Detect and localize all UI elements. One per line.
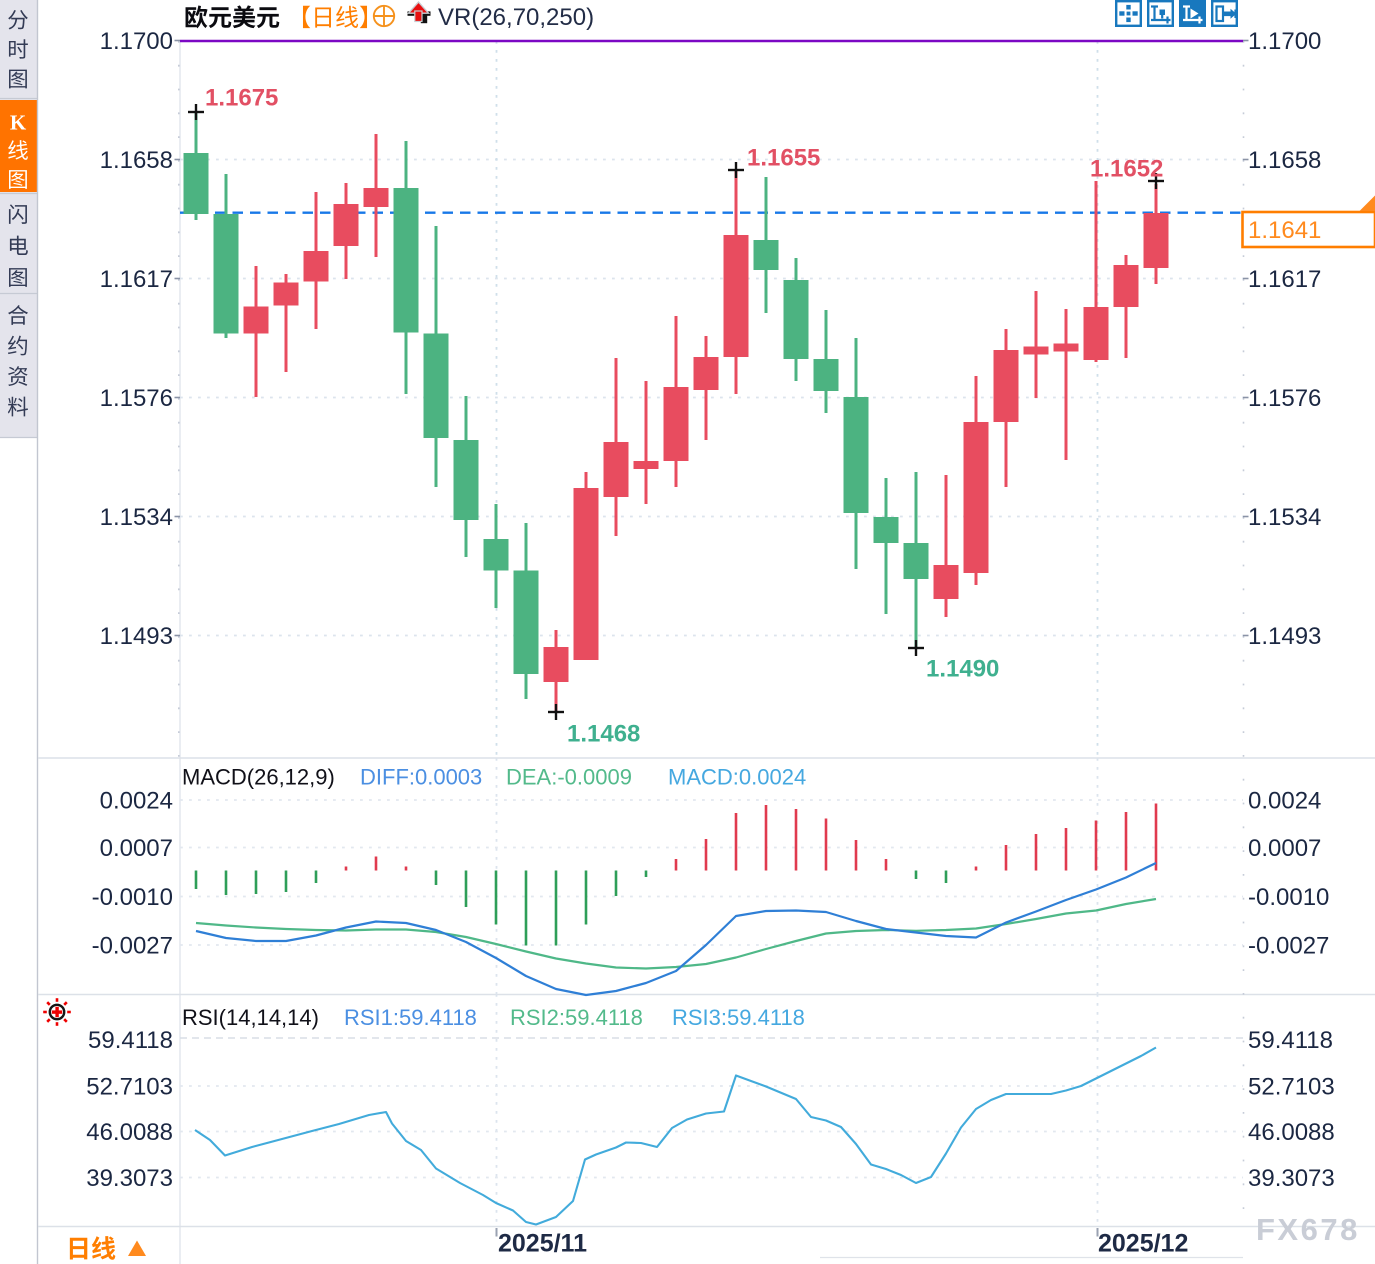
- svg-text:DIFF:0.0003: DIFF:0.0003: [360, 765, 482, 790]
- svg-text:RSI3:59.4118: RSI3:59.4118: [672, 1005, 805, 1030]
- svg-text:K: K: [10, 111, 27, 135]
- svg-text:39.3073: 39.3073: [86, 1165, 173, 1192]
- svg-text:-0.0027: -0.0027: [1248, 933, 1329, 960]
- svg-text:2025/11: 2025/11: [498, 1230, 587, 1258]
- svg-text:1.1658: 1.1658: [1248, 147, 1321, 174]
- svg-text:39.3073: 39.3073: [1248, 1165, 1335, 1192]
- svg-text:DEA:-0.0009: DEA:-0.0009: [506, 765, 632, 790]
- svg-text:1.1534: 1.1534: [100, 504, 173, 531]
- svg-text:RSI(14,14,14): RSI(14,14,14): [182, 1005, 319, 1030]
- svg-text:46.0088: 46.0088: [86, 1119, 173, 1146]
- svg-text:59.4118: 59.4118: [1248, 1027, 1333, 1054]
- svg-text:1.1490: 1.1490: [926, 656, 999, 683]
- svg-text:1.1493: 1.1493: [1248, 623, 1321, 650]
- svg-text:1.1700: 1.1700: [100, 28, 173, 55]
- svg-text:0.0024: 0.0024: [1248, 788, 1321, 815]
- svg-text:1.1576: 1.1576: [1248, 385, 1321, 412]
- svg-text:1.1576: 1.1576: [100, 385, 173, 412]
- svg-text:1.1641: 1.1641: [1248, 217, 1321, 244]
- svg-text:1.1617: 1.1617: [1248, 266, 1321, 293]
- svg-text:MACD:0.0024: MACD:0.0024: [668, 765, 806, 790]
- svg-text:1.1534: 1.1534: [1248, 504, 1321, 531]
- svg-text:52.7103: 52.7103: [1248, 1074, 1335, 1101]
- svg-text:1.1658: 1.1658: [100, 147, 173, 174]
- svg-text:46.0088: 46.0088: [1248, 1119, 1335, 1146]
- svg-text:0.0007: 0.0007: [100, 835, 173, 862]
- svg-text:1.1617: 1.1617: [100, 266, 173, 293]
- svg-text:1.1493: 1.1493: [100, 623, 173, 650]
- svg-text:MACD(26,12,9): MACD(26,12,9): [182, 765, 335, 790]
- svg-text:2025/12: 2025/12: [1098, 1230, 1188, 1258]
- svg-text:-0.0010: -0.0010: [92, 884, 173, 911]
- svg-text:52.7103: 52.7103: [86, 1074, 173, 1101]
- svg-text:0.0024: 0.0024: [100, 788, 173, 815]
- svg-text:VR(26,70,250): VR(26,70,250): [438, 4, 594, 31]
- svg-text:RSI1:59.4118: RSI1:59.4118: [344, 1005, 477, 1030]
- svg-text:1.1652: 1.1652: [1090, 156, 1163, 183]
- svg-text:-0.0010: -0.0010: [1248, 884, 1329, 911]
- svg-text:1.1700: 1.1700: [1248, 28, 1321, 55]
- svg-text:FX678: FX678: [1256, 1212, 1360, 1247]
- svg-text:RSI2:59.4118: RSI2:59.4118: [510, 1005, 643, 1030]
- svg-text:59.4118: 59.4118: [88, 1027, 173, 1054]
- svg-text:1.1675: 1.1675: [205, 85, 278, 112]
- svg-text:1.1655: 1.1655: [747, 145, 820, 172]
- svg-text:0.0007: 0.0007: [1248, 835, 1321, 862]
- svg-text:1.1468: 1.1468: [567, 721, 640, 748]
- svg-text:-0.0027: -0.0027: [92, 933, 173, 960]
